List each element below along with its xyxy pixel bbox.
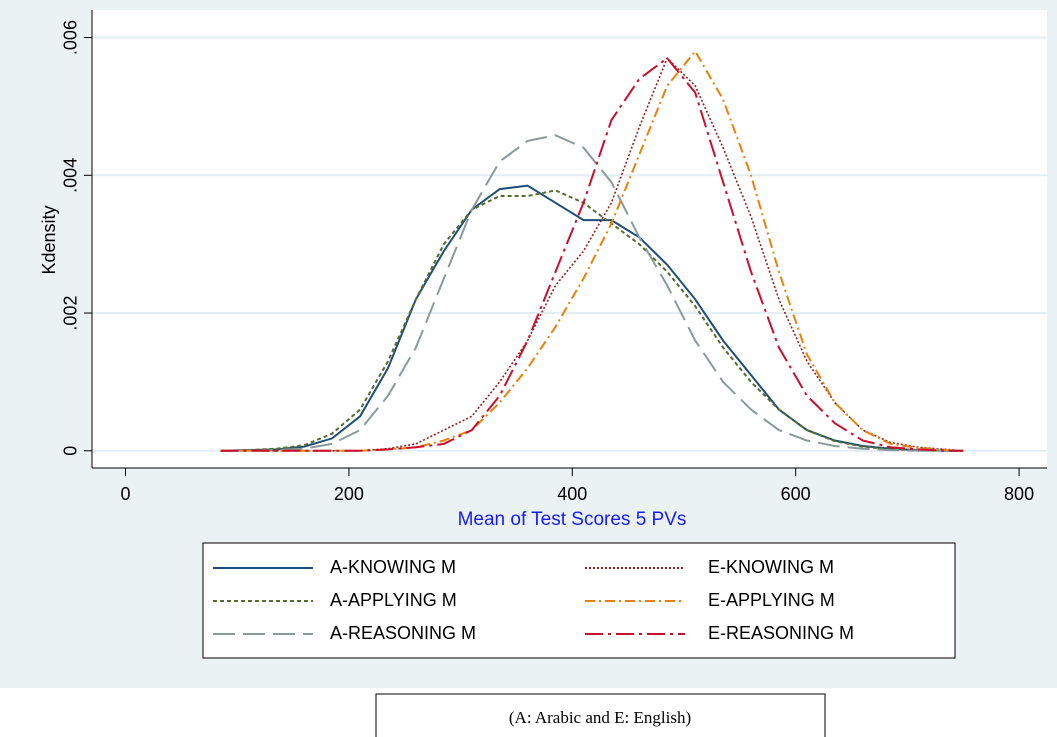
legend bbox=[202, 542, 956, 659]
y-tick-label: .002 bbox=[61, 296, 81, 331]
y-tick-label: .004 bbox=[61, 158, 81, 193]
legend-label: A-KNOWING M bbox=[330, 557, 456, 577]
series-line bbox=[220, 189, 964, 452]
legend-label: E-APPLYING M bbox=[708, 590, 835, 610]
note-box bbox=[375, 693, 826, 737]
y-tick-label: 0 bbox=[61, 446, 81, 456]
series-line bbox=[220, 134, 964, 452]
y-tick-label: .006 bbox=[61, 20, 81, 55]
y-axis-label: Kdensity bbox=[39, 205, 59, 274]
x-tick-label: 0 bbox=[121, 484, 131, 504]
x-tick-label: 600 bbox=[781, 484, 811, 504]
x-axis-label: Mean of Test Scores 5 PVs bbox=[458, 509, 687, 530]
legend-label: E-KNOWING M bbox=[708, 557, 834, 577]
legend-label: E-REASONING M bbox=[708, 623, 854, 643]
legend-label: A-APPLYING M bbox=[330, 590, 457, 610]
legend-label: A-REASONING M bbox=[330, 623, 476, 643]
x-tick-label: 800 bbox=[1004, 484, 1034, 504]
x-tick-label: 200 bbox=[334, 484, 364, 504]
note: (A: Arabic and E: English) bbox=[509, 708, 691, 727]
series-line bbox=[220, 56, 964, 452]
x-tick-label: 400 bbox=[557, 484, 587, 504]
